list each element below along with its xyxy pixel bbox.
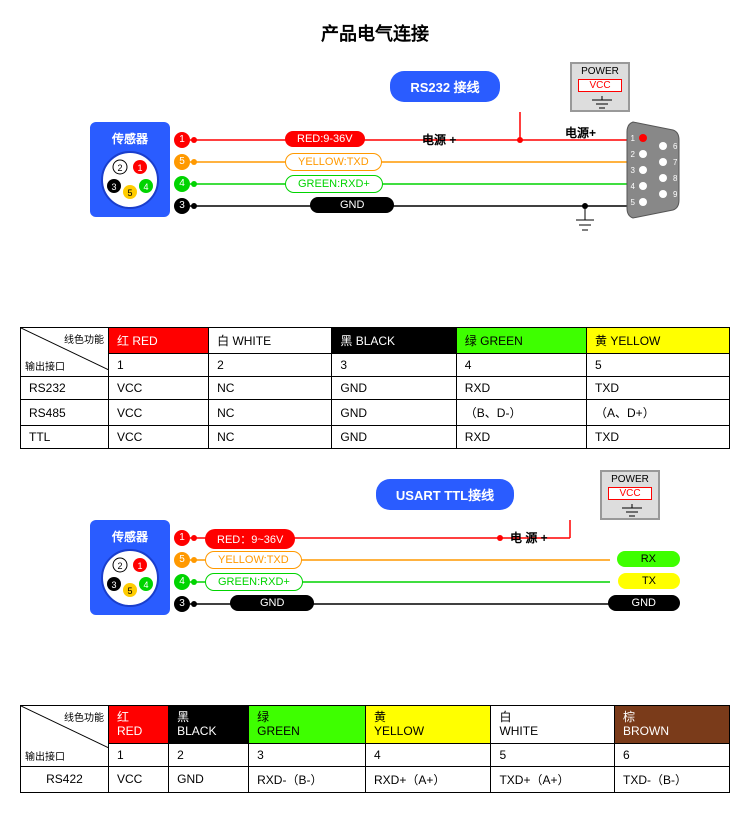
svg-text:4: 4 <box>631 182 636 191</box>
diag-header: 线色功能 输出接口 <box>21 328 109 377</box>
power-label-2: POWER <box>602 474 658 485</box>
ttl-title: USART TTL接线 <box>376 479 514 510</box>
source-plus-right: 电源+ <box>565 124 596 141</box>
svg-text:4: 4 <box>143 580 148 590</box>
svg-text:5: 5 <box>127 586 132 596</box>
page-title: 产品电气连接 <box>20 20 730 46</box>
tx-pill: TX <box>618 573 680 589</box>
power-box: POWER VCC <box>570 62 630 112</box>
sensor-label: 传感器 <box>90 126 170 147</box>
rs232-diagram: RS232 接线 POWER VCC 2 1 3 5 4 <box>20 61 730 312</box>
svg-text:1: 1 <box>631 134 636 143</box>
wiring-table-2: 线色功能 输出接口 红RED 黑BLACK 绿GREEN 黄YELLOW 白WH… <box>20 705 730 793</box>
hdr2-red: 红RED <box>109 706 169 744</box>
source-plus-left: 电源 + <box>422 131 456 148</box>
pin-badge-3b: 3 <box>174 596 190 612</box>
svg-text:7: 7 <box>673 158 678 167</box>
source-plus-2: 电 源 + <box>510 529 548 546</box>
svg-text:5: 5 <box>631 198 636 207</box>
sensor-block-2: 2 1 3 5 4 传感器 <box>90 520 180 620</box>
db9-connector: 1 2 3 4 5 6 7 8 9 <box>625 120 680 223</box>
svg-text:3: 3 <box>111 580 116 590</box>
pill-red: RED:9-36V <box>285 131 365 147</box>
pin-badge-1: 1 <box>174 132 190 148</box>
pill-gnd: GND <box>310 197 394 213</box>
pin-badge-5b: 5 <box>174 552 190 568</box>
row-rs232: RS232 <box>21 377 109 400</box>
hdr-white: 白 WHITE <box>209 328 332 354</box>
hdr-yellow: 黄 YELLOW <box>587 328 730 354</box>
pin-badge-5: 5 <box>174 154 190 170</box>
svg-text:1: 1 <box>137 561 142 571</box>
pill-green-2: GREEN:RXD+ <box>205 573 303 591</box>
hdr2-green: 绿GREEN <box>249 706 366 744</box>
svg-text:2: 2 <box>117 163 122 173</box>
sensor-block: 2 1 3 5 4 传感器 <box>90 122 180 222</box>
svg-text:2: 2 <box>117 561 122 571</box>
gnd-pill: GND <box>608 595 680 611</box>
ttl-diagram: USART TTL接线 POWER VCC 2 1 3 5 4 <box>20 469 730 690</box>
wiring-table-1: 线色功能 输出接口 红 RED 白 WHITE 黑 BLACK 绿 GREEN … <box>20 327 730 449</box>
pin-badge-4: 4 <box>174 176 190 192</box>
vcc-label: VCC <box>578 79 622 92</box>
svg-text:1: 1 <box>137 163 142 173</box>
power-label: POWER <box>572 66 628 77</box>
svg-text:6: 6 <box>673 142 678 151</box>
pill-green: GREEN:RXD+ <box>285 175 383 193</box>
svg-text:2: 2 <box>631 150 636 159</box>
hdr-green: 绿 GREEN <box>456 328 586 354</box>
svg-text:4: 4 <box>143 182 148 192</box>
hdr2-white: 白WHITE <box>491 706 615 744</box>
pill-yellow: YELLOW:TXD <box>285 153 382 171</box>
pin-badge-1b: 1 <box>174 530 190 546</box>
hdr-red: 红 RED <box>109 328 209 354</box>
svg-text:5: 5 <box>127 188 132 198</box>
hdr2-brown: 棕BROWN <box>614 706 729 744</box>
svg-text:3: 3 <box>631 166 636 175</box>
svg-text:3: 3 <box>111 182 116 192</box>
row-ttl: TTL <box>21 426 109 449</box>
rs232-title: RS232 接线 <box>390 71 499 102</box>
diag-header-2: 线色功能 输出接口 <box>21 706 109 767</box>
pill-gnd-2: GND <box>230 595 314 611</box>
sensor-label-2: 传感器 <box>90 524 170 545</box>
svg-text:9: 9 <box>673 190 678 199</box>
svg-text:8: 8 <box>673 174 678 183</box>
hdr-black: 黑 BLACK <box>332 328 456 354</box>
pin-badge-4b: 4 <box>174 574 190 590</box>
row-rs422: RS422 <box>21 766 109 792</box>
row-rs485: RS485 <box>21 400 109 426</box>
pill-red-2: RED：9~36V <box>205 529 295 549</box>
vcc-label-2: VCC <box>608 487 652 500</box>
hdr2-yellow: 黄YELLOW <box>366 706 491 744</box>
hdr2-black: 黑BLACK <box>169 706 249 744</box>
power-box-2: POWER VCC <box>600 470 660 520</box>
pin-badge-3: 3 <box>174 198 190 214</box>
rx-pill: RX <box>617 551 680 567</box>
pill-yellow-2: YELLOW:TXD <box>205 551 302 569</box>
